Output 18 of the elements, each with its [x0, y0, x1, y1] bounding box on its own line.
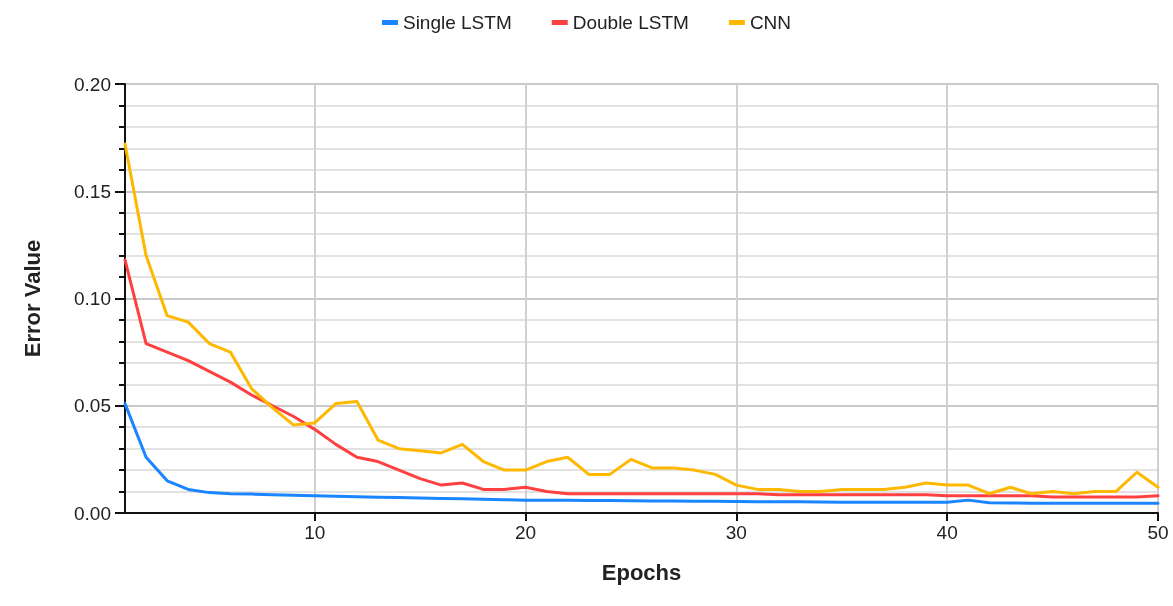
x-tick-label: 10	[304, 522, 326, 543]
legend-label: Single LSTM	[402, 12, 512, 33]
line-series	[123, 258, 1160, 499]
y-tick-label: 0.05	[74, 395, 111, 417]
x-tick-label: 20	[514, 522, 537, 543]
y-tick-label: 0.20	[74, 73, 111, 95]
x-tick-label: 30	[725, 522, 747, 543]
y-tick-label: 0.15	[74, 180, 111, 202]
legend-label: CNN	[749, 12, 792, 33]
y-tick-label: 0.10	[74, 288, 111, 309]
x-axis-title: Epochs	[601, 559, 682, 585]
legend-label: Double LSTM	[572, 12, 689, 33]
line-series	[123, 402, 1160, 505]
y-axis-title: Error Value	[19, 239, 45, 358]
y-tick-label: 0.00	[74, 502, 111, 524]
x-tick-label: 50	[1147, 522, 1169, 543]
line-series	[123, 142, 1160, 496]
x-tick-label: 40	[936, 522, 958, 543]
